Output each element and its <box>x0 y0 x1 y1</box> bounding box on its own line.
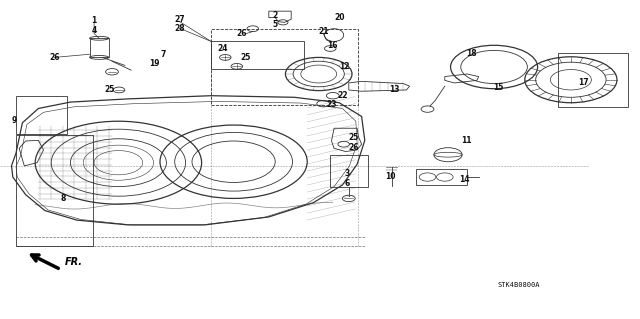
Text: 16: 16 <box>328 41 338 50</box>
Text: 2: 2 <box>273 11 278 20</box>
Text: 24: 24 <box>218 44 228 53</box>
Text: FR.: FR. <box>65 257 83 267</box>
Text: 3: 3 <box>345 169 350 178</box>
Text: 26: 26 <box>236 29 246 38</box>
Text: 26: 26 <box>49 53 60 62</box>
Text: 25: 25 <box>241 53 251 62</box>
Text: 10: 10 <box>385 172 396 181</box>
Text: 6: 6 <box>345 179 350 188</box>
Bar <box>558 53 628 107</box>
Text: 18: 18 <box>466 49 477 58</box>
Text: 26: 26 <box>349 143 359 152</box>
Text: 1: 1 <box>92 16 97 25</box>
Bar <box>16 135 93 246</box>
Text: 22: 22 <box>338 91 348 100</box>
Text: 25: 25 <box>105 85 115 94</box>
Bar <box>416 169 467 185</box>
Text: 11: 11 <box>461 137 471 145</box>
Bar <box>211 41 304 69</box>
Text: STK4B0800A: STK4B0800A <box>497 282 540 287</box>
Text: 4: 4 <box>92 26 97 35</box>
Bar <box>211 29 358 105</box>
Text: 28: 28 <box>174 24 184 33</box>
Text: 27: 27 <box>174 15 184 24</box>
Text: 5: 5 <box>273 20 278 29</box>
Text: 8: 8 <box>61 194 66 203</box>
Text: 7: 7 <box>161 50 166 59</box>
Text: 12: 12 <box>339 63 349 71</box>
Bar <box>16 96 67 134</box>
Text: 15: 15 <box>493 83 503 92</box>
Text: 9: 9 <box>12 116 17 125</box>
Bar <box>90 38 109 57</box>
Text: 17: 17 <box>579 78 589 87</box>
Text: 13: 13 <box>390 85 400 94</box>
Text: 14: 14 <box>460 175 470 184</box>
Bar <box>330 155 368 187</box>
Text: 25: 25 <box>349 133 359 142</box>
Text: 21: 21 <box>318 27 328 36</box>
Text: 20: 20 <box>334 13 344 22</box>
Text: 19: 19 <box>150 59 160 68</box>
Text: 23: 23 <box>326 100 337 109</box>
